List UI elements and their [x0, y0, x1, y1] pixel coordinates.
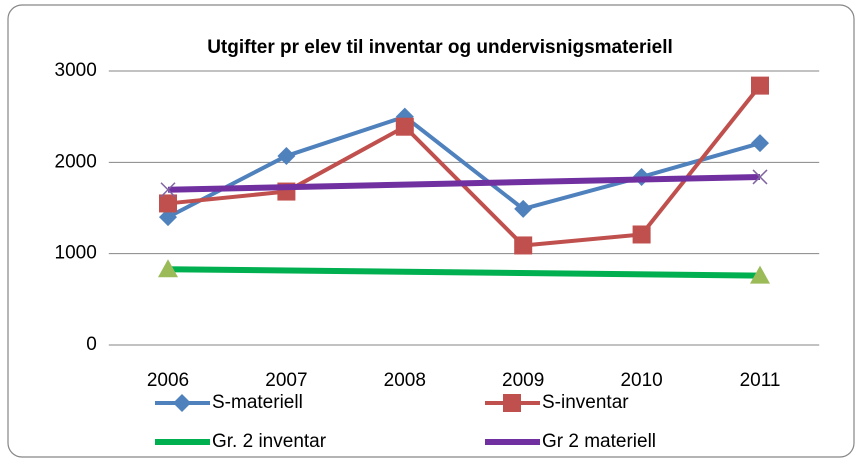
- series-line: [167, 173, 761, 193]
- marker: [160, 182, 176, 198]
- marker: [503, 394, 521, 412]
- legend-label: S-inventar: [542, 392, 629, 413]
- chart-border: [7, 4, 855, 458]
- marker: [277, 146, 296, 165]
- x-tick-label: 2008: [384, 370, 426, 391]
- marker: [751, 76, 769, 95]
- marker: [514, 199, 533, 218]
- marker: [159, 208, 177, 227]
- x-tick-label: 2007: [265, 370, 307, 391]
- y-tick-label: 2000: [55, 151, 97, 172]
- marker: [751, 134, 769, 153]
- marker: [395, 117, 414, 136]
- x-tick-label: 2006: [147, 370, 189, 391]
- chart-title: Utgifter pr elev til inventar og undervi…: [207, 37, 673, 58]
- legend-label: S-materiell: [212, 392, 303, 413]
- x-tick-label: 2009: [502, 370, 544, 391]
- legend-label: Gr 2 materiell: [542, 431, 656, 452]
- series-line: [167, 266, 761, 279]
- marker: [173, 394, 191, 412]
- marker: [158, 259, 178, 278]
- y-tick-label: 0: [86, 334, 97, 355]
- y-tick-label: 1000: [55, 243, 97, 264]
- x-tick-label: 2010: [620, 370, 662, 391]
- marker: [514, 236, 533, 255]
- series-line: [167, 114, 761, 219]
- marker: [632, 225, 651, 244]
- marker: [750, 265, 770, 284]
- legend-label: Gr. 2 inventar: [212, 431, 327, 452]
- y-tick-label: 3000: [55, 60, 97, 81]
- marker: [159, 194, 177, 213]
- x-tick-label: 2011: [740, 370, 781, 391]
- marker: [752, 169, 768, 185]
